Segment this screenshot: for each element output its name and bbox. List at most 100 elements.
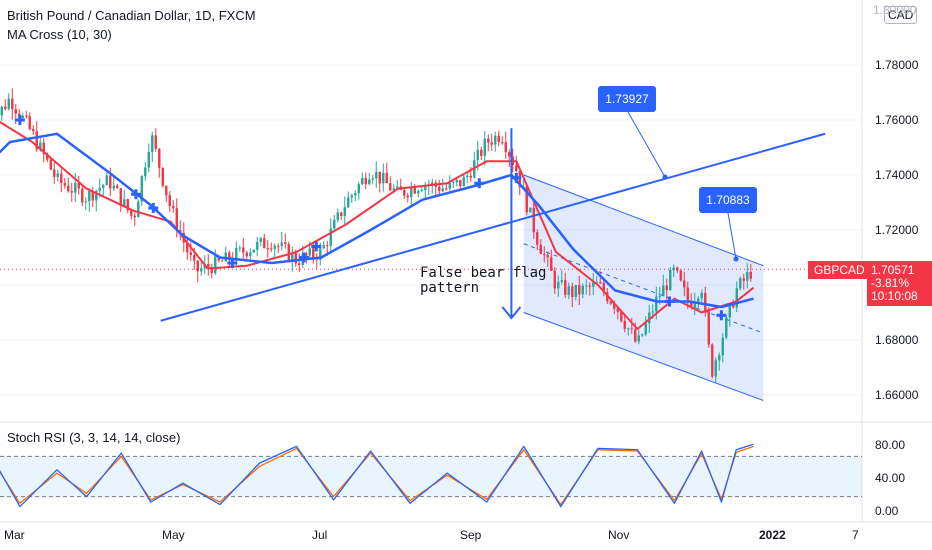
candle-down xyxy=(487,138,490,143)
candle-up xyxy=(151,135,154,152)
current-price-tag[interactable]: 1.70571 -3.81% 10:10:08 xyxy=(867,261,932,306)
currency-badge[interactable]: CAD xyxy=(884,6,918,24)
candle-up xyxy=(557,281,560,289)
candle-up xyxy=(361,178,364,185)
candle-up xyxy=(746,272,749,281)
candle-up xyxy=(280,242,283,247)
candle-up xyxy=(137,201,140,218)
candle-down xyxy=(634,329,637,342)
candle-down xyxy=(679,270,682,281)
callout-channel-price[interactable]: 1.70883 xyxy=(699,187,757,213)
candle-up xyxy=(669,269,672,291)
candle-up xyxy=(714,360,717,377)
candle-up xyxy=(249,252,252,257)
candle-down xyxy=(445,188,448,190)
candle-down xyxy=(749,272,752,279)
rsi-tick: 40.00 xyxy=(875,471,906,485)
candle-down xyxy=(501,142,504,144)
price-tick: 1.66000 xyxy=(875,388,919,402)
symbol-price-tag[interactable]: GBPCAD xyxy=(808,261,871,279)
candle-up xyxy=(336,212,339,220)
candle-up xyxy=(238,247,241,249)
price-tick: 1.78000 xyxy=(875,58,919,72)
candle-up xyxy=(235,248,238,261)
rsi-tick: 0.00 xyxy=(875,504,899,518)
candle-down xyxy=(532,207,535,233)
candle-down xyxy=(207,263,210,268)
price-tick: 1.72000 xyxy=(875,223,919,237)
candle-down xyxy=(690,301,693,308)
candle-up xyxy=(21,115,24,119)
ma-slow-line xyxy=(0,132,754,309)
candle-up xyxy=(560,280,563,282)
pattern-label-line1: False bear flag xyxy=(420,265,547,281)
stoch-k-line xyxy=(0,443,754,508)
candle-down xyxy=(711,344,714,377)
candle-down xyxy=(116,185,119,189)
candle-down xyxy=(109,175,112,189)
callout-trendline-price[interactable]: 1.73927 xyxy=(598,86,656,112)
candle-down xyxy=(186,242,189,253)
candle-down xyxy=(564,280,567,295)
symbol-title[interactable]: British Pound / Canadian Dollar, 1D, FXC… xyxy=(7,8,256,23)
candle-up xyxy=(368,179,371,185)
candle-down xyxy=(119,188,122,207)
rsi-tick: 80.00 xyxy=(875,438,906,452)
candle-down xyxy=(294,253,297,264)
candle-down xyxy=(284,242,287,245)
ma-cross-marker xyxy=(227,258,238,268)
candle-up xyxy=(256,241,259,250)
candle-down xyxy=(263,238,266,249)
candle-down xyxy=(469,175,472,178)
trend-line xyxy=(160,132,826,322)
candle-down xyxy=(67,185,70,192)
price-change: -3.81% xyxy=(871,276,910,290)
candle-up xyxy=(102,185,105,188)
candle-down xyxy=(242,247,245,253)
candle-up xyxy=(371,178,374,180)
candle-up xyxy=(466,175,469,178)
candle-down xyxy=(53,169,56,177)
candle-up xyxy=(200,268,203,272)
candle-down xyxy=(546,254,549,258)
candle-up xyxy=(441,188,444,192)
candle-down xyxy=(49,159,52,170)
candle-up xyxy=(112,185,115,189)
candle-up xyxy=(144,167,147,177)
candle-down xyxy=(389,183,392,191)
candle-up xyxy=(347,197,350,208)
candle-down xyxy=(35,131,38,150)
candle-down xyxy=(28,116,31,130)
candle-down xyxy=(158,148,161,168)
candle-up xyxy=(494,135,497,145)
channel-upper-line xyxy=(523,174,764,267)
candle-down xyxy=(602,282,605,293)
candle-up xyxy=(718,355,721,361)
candle-down xyxy=(196,260,199,272)
time-tick: Jul xyxy=(312,528,328,542)
candle-down xyxy=(32,129,35,132)
candle-down xyxy=(616,308,619,312)
candle-down xyxy=(312,248,315,258)
stoch-rsi-legend[interactable]: Stoch RSI (3, 3, 14, 14, close) xyxy=(7,430,181,445)
candle-down xyxy=(298,263,301,265)
candle-down xyxy=(77,182,80,189)
candle-down xyxy=(683,280,686,288)
candle-down xyxy=(287,244,290,262)
candle-down xyxy=(340,212,343,217)
indicator-legend[interactable]: MA Cross (10, 30) xyxy=(7,27,112,42)
candle-down xyxy=(266,248,269,250)
candle-up xyxy=(214,256,217,274)
candle-up xyxy=(350,195,353,198)
candle-down xyxy=(385,172,388,184)
candle-up xyxy=(123,199,126,207)
candle-down xyxy=(613,303,616,309)
candle-up xyxy=(84,201,87,203)
callout-channel-leader xyxy=(727,212,737,260)
candle-down xyxy=(665,285,668,291)
candle-up xyxy=(581,285,584,295)
candle-down xyxy=(25,115,28,117)
candle-down xyxy=(490,142,493,145)
